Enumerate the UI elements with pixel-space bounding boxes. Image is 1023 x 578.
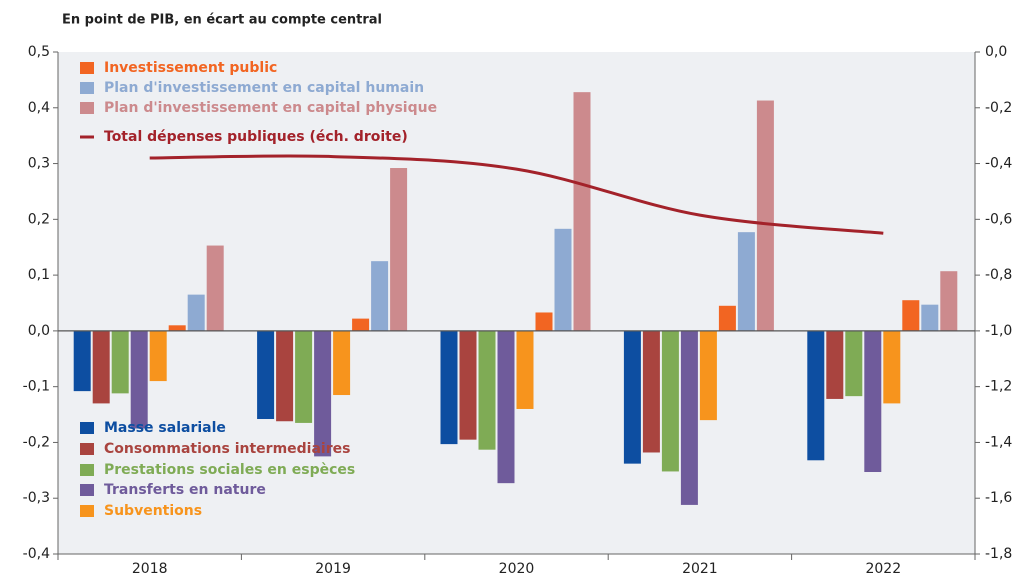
x-tick-label: 2018 [132,561,168,577]
y-tick-label: 0,2 [28,211,50,227]
legend-swatch [80,505,94,517]
legend-label: Plan d'investissement en capital humain [104,80,424,96]
x-tick-label: 2022 [865,561,901,577]
bar [807,330,825,461]
bar [756,100,774,331]
line [149,154,884,235]
legend-swatch [80,484,94,496]
x-tick-label: 2019 [315,561,351,577]
bar [130,330,148,429]
bar [845,330,863,397]
y2-tick-label: -0,6 [985,211,1012,227]
bar [149,330,167,382]
y2-tick-label: -1,0 [985,323,1012,339]
y-tick-label: -0,4 [23,546,50,562]
chart-title: En point de PIB, en écart au compte cent… [62,13,382,28]
legend-label: Plan d'investissement en capital physiqu… [104,100,437,116]
bar [478,330,496,450]
legend-swatch [80,102,94,114]
legend-label: Subventions [104,503,202,519]
y-tick-label: 0,4 [28,100,50,116]
y-tick-label: 0,5 [28,44,50,60]
y-tick-label: -0,3 [23,490,50,506]
legend-label: Transferts en nature [104,482,266,498]
bar [902,300,920,331]
y2-tick-label: -1,8 [985,546,1012,562]
bar [883,330,901,404]
x-tick-label: 2021 [682,561,718,577]
bar [73,330,91,392]
bar [390,168,408,331]
y-tick-label: 0,0 [28,323,50,339]
x-tick-label: 2020 [499,561,535,577]
bar [718,305,736,331]
legend-swatch [80,443,94,455]
legend-label: Masse salariale [104,420,226,436]
bar [535,312,553,331]
bar [699,330,717,421]
bar [826,330,844,399]
bar [680,330,698,505]
bar [371,261,389,331]
y2-tick-label: -0,2 [985,100,1012,116]
y2-tick-label: -0,8 [985,267,1012,283]
y-tick-label: 0,1 [28,267,50,283]
bar [940,271,958,331]
bar [187,294,205,331]
y2-tick-label: -0,4 [985,156,1012,172]
bar [314,330,332,457]
y-tick-label: -0,2 [23,434,50,450]
bar [642,330,660,453]
y-tick-label: 0,3 [28,156,50,172]
bar [737,232,755,331]
bar [111,330,129,394]
y2-tick-label: 0,0 [985,44,1007,60]
legend-label: Prestations sociales en espèces [104,462,355,478]
y-tick-label: -0,1 [23,379,50,395]
bar [295,330,313,423]
bar [516,330,534,409]
bar [92,330,110,404]
bar [623,330,641,464]
bar [206,245,224,331]
y2-tick-label: -1,2 [985,379,1012,395]
legend-swatch [80,464,94,476]
bar [276,330,294,422]
bar [333,330,351,396]
legend-swatch [80,62,94,74]
bar [497,330,515,484]
bar [661,330,679,472]
bar [257,330,275,420]
y2-tick-label: -1,4 [985,434,1012,450]
bar [440,330,458,445]
bar [921,304,939,331]
legend-swatch [80,422,94,434]
bar [864,330,882,473]
bar [168,325,186,331]
legend-swatch [80,82,94,94]
legend-label: Total dépenses publiques (éch. droite) [104,129,408,145]
bar [459,330,477,440]
bar [352,318,370,331]
bar [554,228,572,331]
legend-label: Consommations intermediaires [104,441,350,457]
legend-label: Investissement public [104,60,277,76]
y2-tick-label: -1,6 [985,490,1012,506]
bar [573,92,591,331]
